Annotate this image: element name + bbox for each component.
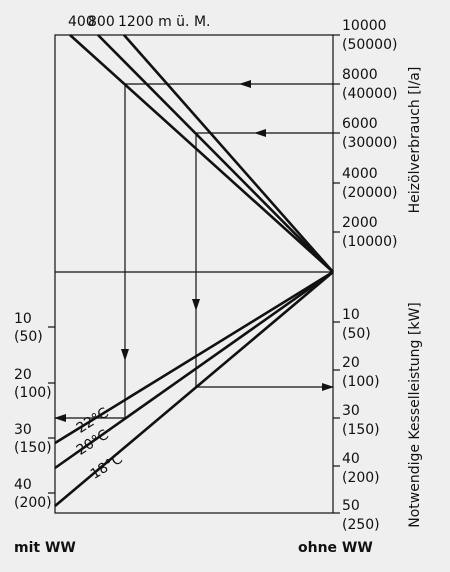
altitude-label: 800 <box>88 14 115 30</box>
altitude-label: 400 <box>68 14 95 30</box>
tick-label-alt: (20000) <box>342 185 397 201</box>
altitude-lines <box>69 34 334 273</box>
temperature-label: 18°C <box>88 451 126 483</box>
tick-label: 4000 <box>342 166 378 182</box>
footer-left: mit WW <box>14 540 76 556</box>
tick-label: 20 <box>342 355 360 371</box>
example-paths <box>54 80 334 422</box>
tick-label-alt: (200) <box>14 495 52 511</box>
tick-label: 40 <box>342 451 360 467</box>
tick-label-alt: (200) <box>342 470 380 486</box>
tick-label: 10 <box>342 307 360 323</box>
tick-label-alt: (50000) <box>342 37 397 53</box>
tick-label: 8000 <box>342 67 378 83</box>
tick-label-alt: (150) <box>342 422 380 438</box>
temperature-lines <box>54 270 334 507</box>
altitude-label: 1200 m ü. M. <box>118 14 210 30</box>
tick-label: 30 <box>14 422 32 438</box>
tick-label-alt: (150) <box>14 440 52 456</box>
tick-label-alt: (40000) <box>342 86 397 102</box>
upper-axis-title: Heizölverbrauch [l/a] <box>407 67 423 214</box>
tick-label: 6000 <box>342 116 378 132</box>
tick-label: 10000 <box>342 18 387 34</box>
frame <box>54 34 334 514</box>
footer-right: ohne WW <box>298 540 373 556</box>
lower-axis-title: Notwendige Kesselleistung [kW] <box>407 302 423 528</box>
tick-label-alt: (100) <box>14 385 52 401</box>
tick-label: 2000 <box>342 215 378 231</box>
tick-label-alt: (50) <box>342 326 371 342</box>
tick-label: 50 <box>342 498 360 514</box>
tick-label: 30 <box>342 403 360 419</box>
tick-label-alt: (50) <box>14 329 43 345</box>
tick-label: 10 <box>14 311 32 327</box>
tick-label-alt: (10000) <box>342 234 397 250</box>
tick-label-alt: (30000) <box>342 135 397 151</box>
tick-label-alt: (100) <box>342 374 380 390</box>
tick-label: 40 <box>14 477 32 493</box>
tick-label-alt: (250) <box>342 517 380 533</box>
tick-label: 20 <box>14 367 32 383</box>
